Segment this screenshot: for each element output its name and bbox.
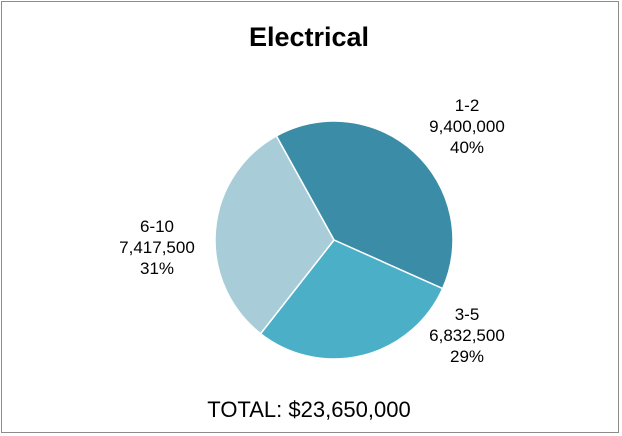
slice-value-3-5: 6,832,500	[429, 326, 505, 345]
slice-percent-6-10: 31%	[139, 259, 175, 278]
slice-category-3-5: 3-5	[454, 305, 480, 324]
slice-label-3-5: 3-5 6,832,500 29%	[412, 304, 522, 367]
pie-slice-1-2	[275, 120, 454, 290]
slice-percent-1-2: 40%	[449, 138, 485, 157]
total-label: TOTAL: $23,650,000	[207, 397, 411, 422]
chart-title: Electrical	[248, 22, 370, 52]
slice-percent-3-5: 29%	[449, 347, 485, 366]
pie-slice-6-10	[214, 134, 335, 335]
slice-label-6-10: 6-10 7,417,500 31%	[102, 216, 212, 279]
slice-label-1-2: 1-2 9,400,000 40%	[412, 95, 522, 158]
slice-value-6-10: 7,417,500	[119, 238, 195, 257]
slice-category-1-2: 1-2	[454, 96, 480, 115]
slice-category-6-10: 6-10	[139, 217, 175, 236]
slice-value-1-2: 9,400,000	[429, 117, 505, 136]
pie-slice-3-5	[259, 239, 444, 360]
